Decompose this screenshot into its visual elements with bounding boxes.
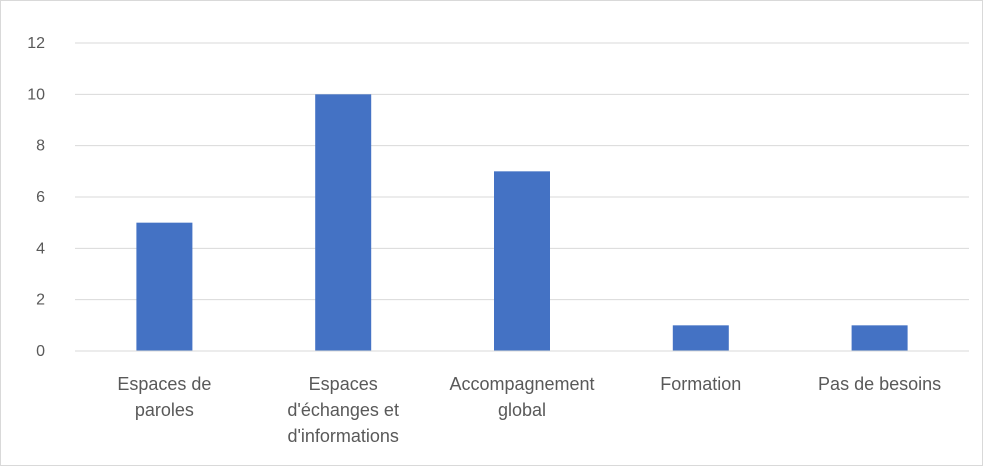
bars: [136, 94, 908, 351]
x-tick-label: Accompagnement global: [449, 374, 594, 420]
bar: [672, 325, 729, 351]
x-tick-label-line: Formation: [660, 374, 741, 394]
x-tick-label-line: Pas de besoins: [818, 374, 941, 394]
y-tick-label: 10: [27, 86, 45, 103]
y-tick-label: 8: [36, 138, 45, 155]
x-tick-label: Formation: [660, 374, 741, 394]
bar: [851, 325, 908, 351]
x-tick-label-line: Espaces: [309, 374, 378, 394]
bar: [136, 222, 193, 351]
y-tick-label: 6: [36, 189, 45, 206]
x-tick-label: Espaces d'échanges et d'informations: [287, 374, 399, 446]
x-tick-label-line: Espaces de: [117, 374, 211, 394]
x-axis-category-labels: Espaces de paroles Espaces d'échanges et d'i…: [117, 374, 941, 446]
bar: [315, 94, 372, 351]
y-tick-label: 4: [36, 240, 45, 257]
x-tick-label-line: d'informations: [287, 426, 399, 446]
x-tick-label: Espaces de paroles: [117, 374, 211, 420]
x-tick-label: Pas de besoins: [818, 374, 941, 394]
y-axis-tick-labels: 0 2 4 6 8 10 12: [27, 35, 45, 360]
y-tick-label: 0: [36, 343, 45, 360]
y-tick-label: 12: [27, 35, 45, 52]
x-tick-label-line: d'échanges et: [287, 400, 399, 420]
x-tick-label-line: Accompagnement: [449, 374, 594, 394]
y-tick-label: 2: [36, 292, 45, 309]
x-tick-label-line: paroles: [135, 400, 194, 420]
x-tick-label-line: global: [498, 400, 546, 420]
bar: [494, 171, 550, 351]
